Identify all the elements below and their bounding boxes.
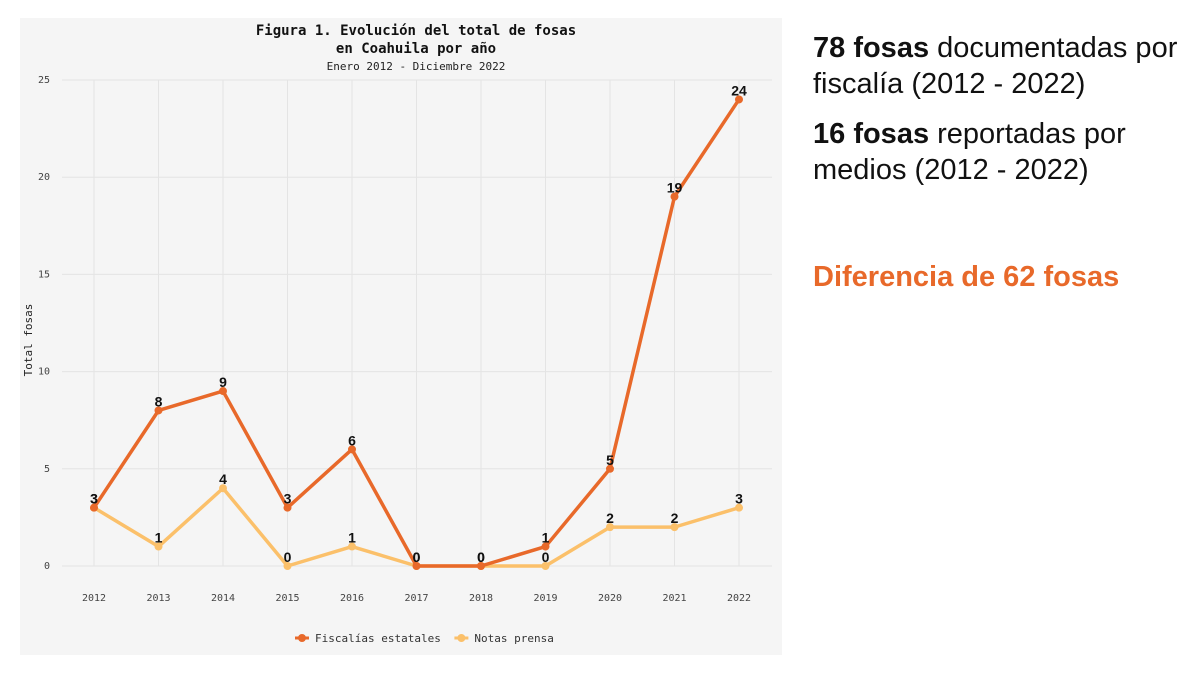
x-tick-label: 2015 xyxy=(275,593,299,604)
data-point xyxy=(541,562,550,570)
stat-fiscalia-text: documentadas por fiscalía (2012 - 2022) xyxy=(813,32,1178,100)
data-label: 3 xyxy=(735,491,743,507)
y-tick-label: 25 xyxy=(38,75,50,86)
data-label: 0 xyxy=(284,549,292,565)
x-tick-label: 2012 xyxy=(82,593,106,604)
data-label: 3 xyxy=(90,491,98,507)
data-label: 0 xyxy=(542,549,550,565)
data-point xyxy=(154,406,163,415)
data-label: 9 xyxy=(219,374,227,390)
chart-title-line2: en Coahuila por año xyxy=(336,41,496,57)
data-point xyxy=(90,503,98,512)
data-point xyxy=(412,562,421,570)
data-point xyxy=(348,445,356,454)
summary-panel: 78 fosas documentadas por fiscalía (2012… xyxy=(813,30,1193,296)
chart-subtitle: Enero 2012 - Diciembre 2022 xyxy=(327,60,506,73)
data-label: 4 xyxy=(219,471,227,487)
y-axis-title: Total fosas xyxy=(22,304,35,377)
stat-fiscalia-count: 78 fosas xyxy=(813,32,930,64)
data-label: 1 xyxy=(542,530,550,546)
x-tick-label: 2018 xyxy=(469,593,493,604)
data-label: 3 xyxy=(284,491,292,507)
x-tick-label: 2021 xyxy=(662,593,686,604)
stat-medios-text: reportadas por medios (2012 - 2022) xyxy=(813,118,1126,186)
data-point xyxy=(219,387,227,396)
x-tick-label: 2022 xyxy=(727,593,751,604)
series-layer xyxy=(90,95,743,570)
x-tick-label: 2017 xyxy=(404,593,428,604)
data-label: 0 xyxy=(413,549,421,565)
data-label: 0 xyxy=(413,549,421,565)
stat-medios-count: 16 fosas xyxy=(813,118,930,150)
data-label: 6 xyxy=(348,432,356,448)
legend[interactable]: Fiscalías estatales Notas prensa xyxy=(295,632,554,645)
stat-medios: 16 fosas reportadas por medios (2012 - 2… xyxy=(813,116,1193,188)
y-tick-label: 20 xyxy=(38,172,50,183)
data-label: 1 xyxy=(348,530,356,546)
data-label: 24 xyxy=(731,82,747,98)
y-tick-label: 0 xyxy=(44,561,50,572)
data-label: 0 xyxy=(477,549,485,565)
legend-label: Fiscalías estatales xyxy=(315,632,441,645)
data-label: 0 xyxy=(477,549,485,565)
data-point xyxy=(283,503,292,512)
data-label: 2 xyxy=(671,510,679,526)
data-point xyxy=(735,503,743,512)
data-label: 3 xyxy=(90,491,98,507)
data-point xyxy=(477,562,485,570)
data-label: 8 xyxy=(155,393,163,409)
data-point xyxy=(606,464,614,473)
legend-swatch-dot xyxy=(298,634,306,642)
data-label: 1 xyxy=(155,530,163,546)
x-tick-label: 2020 xyxy=(598,593,622,604)
data-label: 2 xyxy=(606,510,614,526)
y-tick-label: 5 xyxy=(44,464,50,475)
x-tick-label: 2016 xyxy=(340,593,364,604)
data-label: 19 xyxy=(667,180,683,196)
data-point xyxy=(670,523,679,532)
data-label: 5 xyxy=(606,452,614,468)
data-point xyxy=(283,562,292,570)
legend-label: Notas prensa xyxy=(474,632,553,645)
data-point xyxy=(154,542,163,551)
stat-fiscalia: 78 fosas documentadas por fiscalía (2012… xyxy=(813,30,1193,102)
data-point xyxy=(735,95,743,104)
data-point xyxy=(219,484,227,493)
y-tick-label: 10 xyxy=(38,367,50,378)
difference-note: Diferencia de 62 fosas xyxy=(813,261,1120,293)
legend-swatch-dot xyxy=(457,634,466,642)
data-point xyxy=(541,542,550,551)
data-point xyxy=(606,523,614,532)
data-point xyxy=(670,192,679,201)
x-tick-label: 2014 xyxy=(211,593,235,604)
x-tick-label: 2019 xyxy=(533,593,557,604)
chart-panel: Figura 1. Evolución del total de fosas e… xyxy=(20,18,782,655)
x-tick-label: 2013 xyxy=(146,593,170,604)
grid xyxy=(62,79,772,567)
chart-title-line1: Figura 1. Evolución del total de fosas xyxy=(256,23,576,39)
line-chart: Figura 1. Evolución del total de fosas e… xyxy=(22,23,772,645)
data-point xyxy=(348,542,356,551)
y-tick-label: 15 xyxy=(38,269,50,280)
